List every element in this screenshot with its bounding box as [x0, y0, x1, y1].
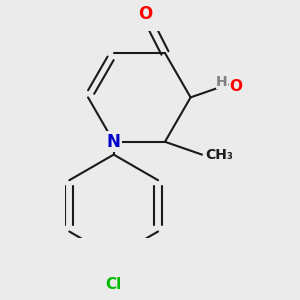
Text: Cl: Cl [106, 277, 122, 292]
Text: H: H [216, 75, 228, 89]
Text: CH₃: CH₃ [206, 148, 233, 162]
Text: O: O [138, 5, 152, 23]
Text: N: N [107, 133, 121, 151]
Text: O: O [230, 79, 243, 94]
